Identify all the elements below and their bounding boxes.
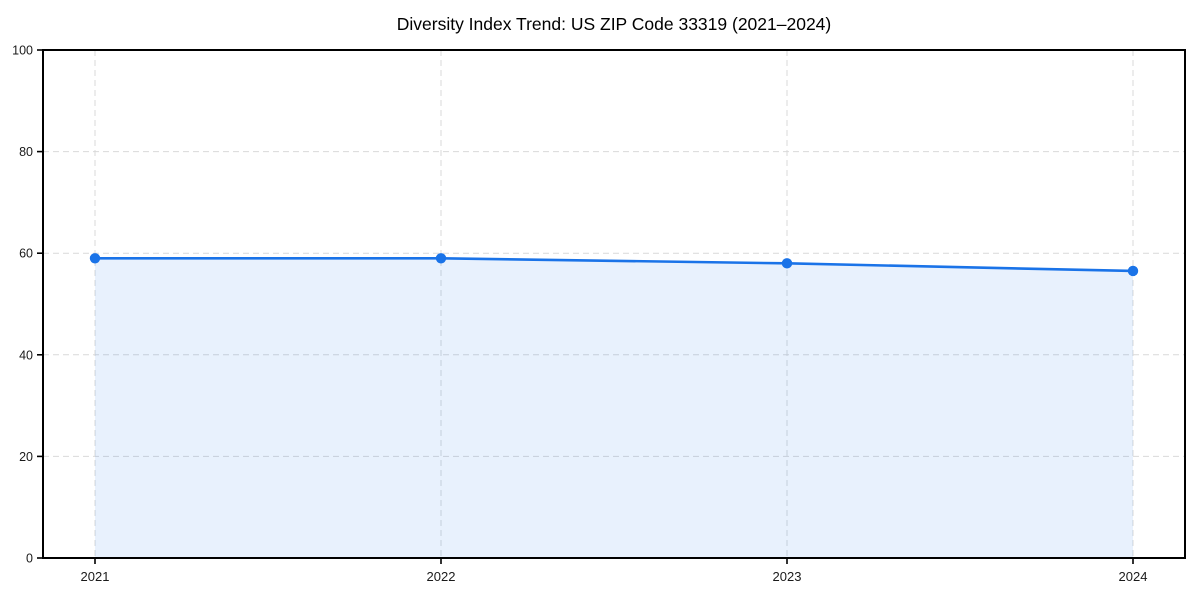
chart-title: Diversity Index Trend: US ZIP Code 33319… xyxy=(397,14,832,34)
data-point-2022 xyxy=(435,253,447,264)
area-fill-path xyxy=(95,258,1133,558)
data-point-2021 xyxy=(89,253,101,264)
area-fill xyxy=(95,258,1133,558)
x-tick-label: 2024 xyxy=(1119,569,1148,584)
trend-line-path xyxy=(93,256,1135,273)
y-tick-label: 60 xyxy=(19,247,33,261)
data-point-2023 xyxy=(781,258,793,269)
x-tick-label: 2022 xyxy=(427,569,456,584)
y-tick-label: 80 xyxy=(19,145,33,159)
axes xyxy=(37,49,1186,564)
y-tick-label: 0 xyxy=(26,552,33,566)
y-tick-label: 100 xyxy=(12,44,33,58)
x-tick-label: 2023 xyxy=(773,569,802,584)
tick-labels: 2021 2022 2023 2024 0 20 40 60 80 100 xyxy=(12,44,1147,585)
trend-line xyxy=(93,256,1135,273)
x-tick-label: 2021 xyxy=(81,569,110,584)
plot-border xyxy=(42,49,1186,559)
y-tick-label: 20 xyxy=(19,450,33,464)
data-points xyxy=(89,253,1139,277)
y-tick-label: 40 xyxy=(19,348,33,362)
data-point-2024 xyxy=(1127,265,1139,277)
